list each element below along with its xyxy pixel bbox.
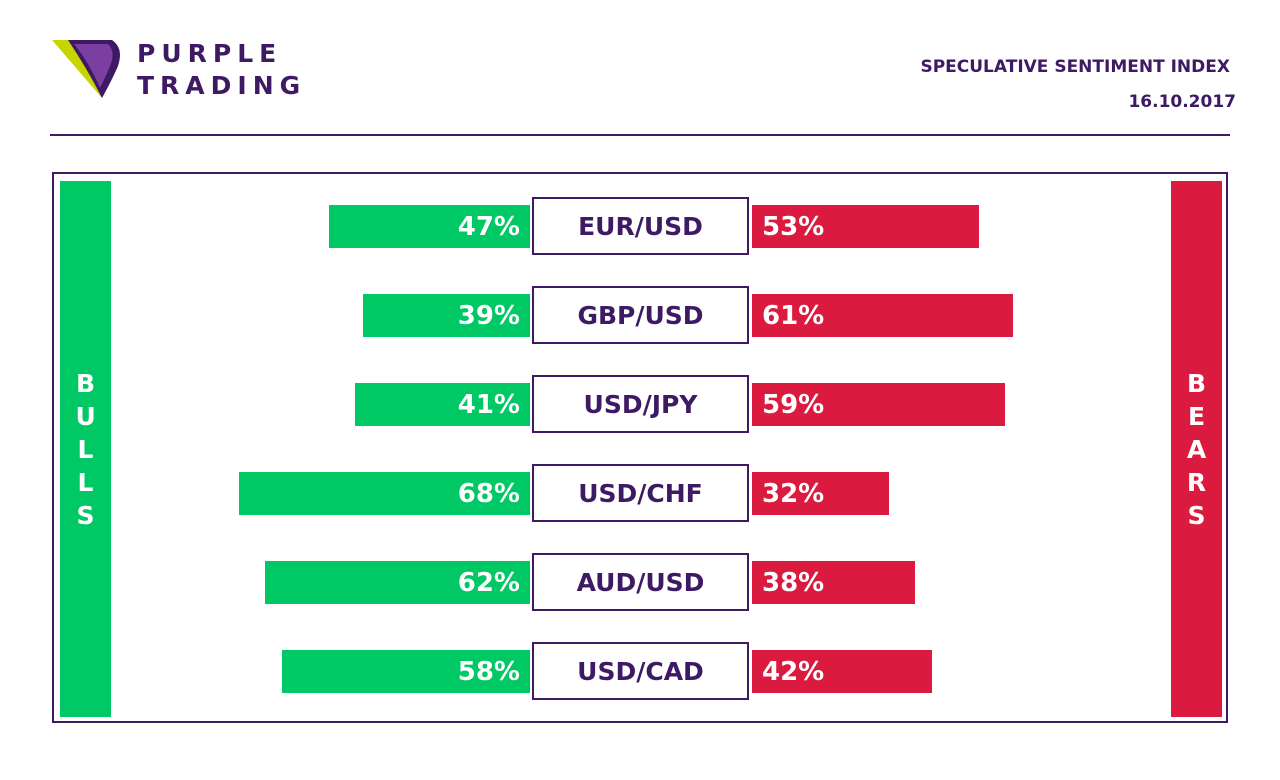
brand-line-1: PURPLE — [137, 39, 283, 68]
report-date: 16.10.2017 — [1128, 92, 1236, 112]
logo-mark-icon — [52, 40, 120, 98]
currency-pair-label: EUR/USD — [532, 197, 749, 255]
bulls-label: BULLS — [75, 368, 96, 530]
currency-pair-label: GBP/USD — [532, 286, 749, 344]
bull-bar: 62% — [264, 561, 530, 604]
chart-frame — [52, 172, 1228, 723]
brand-name: PURPLE TRADING — [137, 38, 306, 102]
currency-pair-label: AUD/USD — [532, 553, 749, 611]
bull-bar: 39% — [363, 294, 530, 337]
bears-column: BEARS — [1171, 181, 1222, 717]
bear-bar: 42% — [752, 650, 932, 693]
bears-label: BEARS — [1186, 368, 1207, 530]
brand-line-2: TRADING — [137, 71, 307, 100]
bear-bar: 59% — [752, 383, 1005, 426]
page-title: SPECULATIVE SENTIMENT INDEX — [920, 57, 1230, 77]
bear-bar: 53% — [752, 205, 979, 248]
currency-pair-label: USD/CAD — [532, 642, 749, 700]
bull-bar: 47% — [328, 205, 530, 248]
bear-bar: 38% — [752, 561, 915, 604]
bull-bar: 68% — [238, 472, 530, 515]
bear-bar: 32% — [752, 472, 889, 515]
bull-bar: 58% — [281, 650, 530, 693]
header-divider — [50, 134, 1230, 136]
purple-trading-logo: PURPLE TRADING — [52, 38, 312, 100]
currency-pair-label: USD/CHF — [532, 464, 749, 522]
bull-bar: 41% — [354, 383, 530, 426]
currency-pair-label: USD/JPY — [532, 375, 749, 433]
bear-bar: 61% — [752, 294, 1014, 337]
bulls-column: BULLS — [60, 181, 111, 717]
